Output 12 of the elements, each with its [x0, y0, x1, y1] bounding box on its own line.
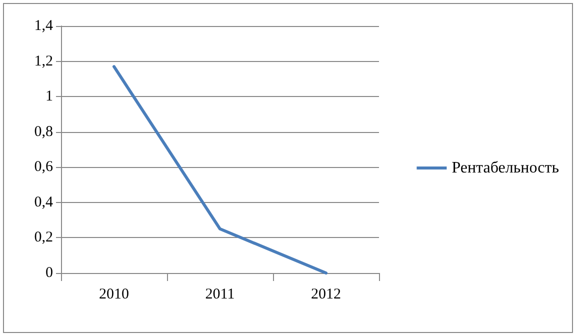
x-tick-label: 2010: [99, 286, 129, 302]
y-tick-label: 0,8: [34, 124, 53, 140]
y-tick-label: 0,6: [34, 159, 54, 176]
y-tick-label: 0,2: [34, 230, 53, 246]
x-tick-label: 2012: [311, 286, 341, 302]
legend-label: Рентабельность: [452, 160, 560, 176]
y-tick-label: 0,4: [34, 194, 54, 210]
y-tick-label: 1,4: [34, 18, 54, 34]
y-tick-label: 0: [46, 265, 53, 281]
y-tick-label: 1,2: [34, 53, 53, 70]
x-tick-label: 2011: [205, 286, 235, 302]
y-tick-label: 1: [46, 88, 53, 105]
